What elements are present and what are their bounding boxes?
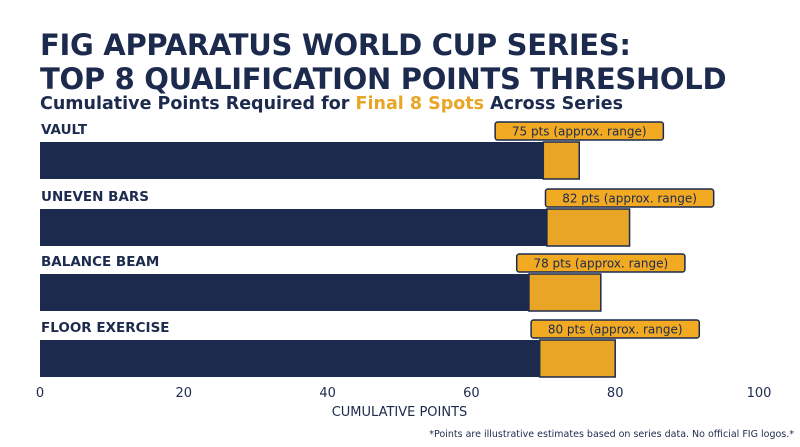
x-tick-label-100: 100 (747, 386, 772, 401)
x-tick-label-80: 80 (607, 386, 624, 401)
data-label-box-balance-beam (515, 253, 686, 273)
data-label-floor-exercise: 80 pts (approx. range) (548, 323, 683, 337)
data-label-vault: 75 pts (approx. range) (512, 125, 647, 139)
data-label-balance-beam: 78 pts (approx. range) (533, 257, 668, 271)
chart-title: FIG APPARATUS WORLD CUP SERIES: TOP 8 QU… (40, 28, 727, 96)
subtitle-prefix: Cumulative Points Required for (40, 94, 356, 114)
footnote: *Points are illustrative estimates based… (429, 429, 794, 440)
data-label-box-floor-exercise (530, 319, 701, 339)
bar-threshold-uneven-bars (546, 208, 631, 247)
subtitle-highlight: Final 8 Spots (355, 94, 485, 114)
bar-base-vault (40, 142, 544, 179)
bar-threshold-balance-beam (528, 273, 602, 312)
x-tick-label-0: 0 (36, 386, 44, 401)
data-label-uneven-bars: 82 pts (approx. range) (562, 192, 697, 206)
category-label-balance-beam: BALANCE BEAM (41, 254, 159, 270)
bar-threshold-vault (542, 141, 580, 180)
data-label-box-vault (494, 121, 665, 141)
subtitle-suffix: Across Series (484, 94, 624, 114)
category-label-floor-exercise: FLOOR EXERCISE (41, 320, 170, 336)
title-line-2: TOP 8 QUALIFICATION POINTS THRESHOLD (40, 62, 727, 96)
title-line-1: FIG APPARATUS WORLD CUP SERIES: (40, 28, 631, 62)
x-axis-label: CUMULATIVE POINTS (332, 405, 468, 420)
x-tick-label-40: 40 (319, 386, 336, 401)
x-tick-label-20: 20 (176, 386, 193, 401)
bar-base-uneven-bars (40, 209, 547, 246)
chart-subtitle: Cumulative Points Required for Final 8 S… (40, 94, 623, 114)
bar-base-balance-beam (40, 274, 529, 311)
bar-base-floor-exercise (40, 340, 540, 377)
category-label-uneven-bars: UNEVEN BARS (41, 189, 149, 205)
bar-threshold-floor-exercise (538, 339, 616, 378)
x-tick-label-60: 60 (463, 386, 480, 401)
category-label-vault: VAULT (41, 122, 88, 138)
data-label-box-uneven-bars (544, 188, 715, 208)
